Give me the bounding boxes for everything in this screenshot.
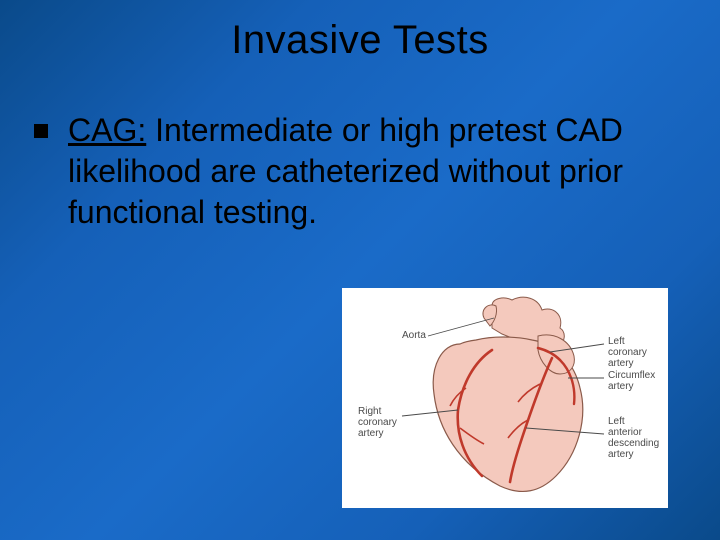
slide-title: Invasive Tests	[0, 18, 720, 63]
bullet-text: CAG: Intermediate or high pretest CAD li…	[68, 110, 680, 233]
bullet-lead-underlined: CAG:	[68, 112, 146, 148]
label-right-coronary: Rightcoronaryartery	[358, 406, 397, 439]
heart-anatomy-icon	[342, 288, 668, 508]
label-lad: Leftanteriordescendingartery	[608, 416, 659, 460]
heart-diagram: Aorta Rightcoronaryartery Leftcoronaryar…	[342, 288, 668, 508]
square-bullet-icon	[34, 124, 48, 138]
label-aorta: Aorta	[402, 330, 426, 341]
bullet-item: CAG: Intermediate or high pretest CAD li…	[34, 110, 680, 233]
slide: Invasive Tests CAG: Intermediate or high…	[0, 0, 720, 540]
bullet-rest: Intermediate or high pretest CAD likelih…	[68, 112, 623, 230]
label-circumflex: Circumflexartery	[608, 370, 655, 392]
label-left-coronary: Leftcoronaryartery	[608, 336, 647, 369]
slide-body: CAG: Intermediate or high pretest CAD li…	[34, 110, 680, 233]
